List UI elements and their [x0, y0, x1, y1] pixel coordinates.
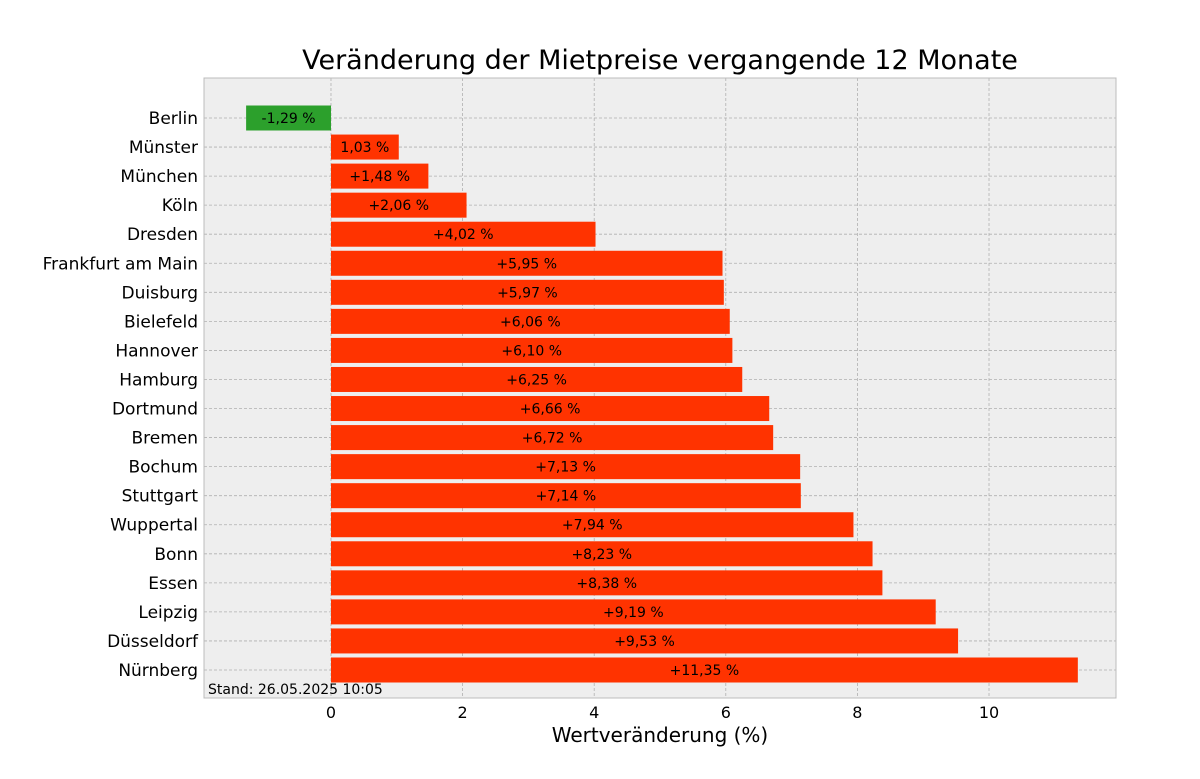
y-tick-labels: Berlin Münster München Köln Dresden Frankfurt…	[43, 109, 199, 681]
y-tick-label: Bonn	[154, 545, 198, 565]
data-label: +5,95 %	[496, 256, 557, 272]
y-tick-label: Leipzig	[138, 603, 198, 623]
bar	[330, 396, 770, 422]
data-label: +2,06 %	[368, 198, 429, 214]
bar	[330, 483, 801, 509]
y-tick-label: Bremen	[131, 429, 198, 449]
x-tick-label: 0	[326, 703, 336, 722]
data-label: +9,53 %	[614, 634, 675, 650]
bar	[330, 512, 854, 538]
bars	[246, 105, 1078, 683]
bar	[330, 279, 724, 305]
x-tick-labels: 0 2 4 6 8 10	[326, 703, 999, 722]
y-tick-label: Düsseldorf	[107, 632, 199, 652]
bar	[330, 337, 733, 363]
x-axis-label: Wertveränderung (%)	[552, 723, 769, 747]
y-tick-label: Münster	[129, 138, 198, 158]
data-label: +9,19 %	[603, 605, 664, 621]
data-label: -1,29 %	[262, 111, 316, 127]
data-label: +11,35 %	[670, 663, 740, 679]
plot-frame	[203, 77, 1117, 699]
bar	[246, 105, 331, 131]
data-label: 1,03 %	[340, 140, 389, 156]
data-labels: -1,29 % 1,03 % +1,48 % +2,06 %+4,02 %+5,95 …	[262, 111, 740, 679]
bar	[330, 308, 730, 334]
chart-title: Veränderung der Mietpreise vergangende 1…	[302, 45, 1018, 76]
bar	[330, 541, 873, 567]
y-tick-label: Hannover	[115, 341, 198, 361]
y-tick-label: Hamburg	[119, 370, 198, 390]
y-tick-label: Duisburg	[122, 283, 199, 303]
y-tick-label: Bielefeld	[124, 312, 198, 332]
data-label: +4,02 %	[433, 227, 494, 243]
y-tick-label: Nürnberg	[118, 661, 198, 681]
y-tick-label: Berlin	[149, 109, 198, 129]
footnote-timestamp: Stand: 26.05.2025 10:05	[208, 682, 383, 698]
y-tick-label: Bochum	[128, 458, 198, 478]
y-tick-label: Köln	[162, 196, 198, 216]
data-label: +8,38 %	[576, 576, 637, 592]
bar	[330, 570, 883, 596]
data-label: +7,14 %	[536, 489, 597, 505]
y-tick-label: Dortmund	[112, 400, 198, 420]
data-label: +8,23 %	[571, 547, 632, 563]
data-label: +6,06 %	[500, 314, 561, 330]
y-tick-label: München	[120, 167, 198, 187]
x-tick-label: 10	[979, 703, 999, 722]
x-tick-label: 2	[458, 703, 468, 722]
data-label: +7,94 %	[562, 518, 623, 534]
y-tick-label: Stuttgart	[122, 487, 199, 507]
data-label: +6,25 %	[506, 372, 567, 388]
bar	[330, 425, 774, 451]
bar	[330, 250, 723, 276]
data-label: +1,48 %	[349, 169, 410, 185]
data-label: +6,72 %	[522, 431, 583, 447]
data-label: +6,66 %	[520, 402, 581, 418]
bar	[330, 366, 743, 392]
bar	[330, 163, 429, 189]
bar	[330, 599, 936, 625]
y-tick-label: Frankfurt am Main	[43, 254, 198, 274]
x-tick-label: 6	[721, 703, 731, 722]
bar	[330, 454, 801, 480]
x-tick-label: 4	[589, 703, 599, 722]
bar	[330, 221, 596, 247]
bar	[330, 134, 399, 160]
y-tick-label: Wuppertal	[110, 516, 198, 536]
x-tick-label: 8	[852, 703, 862, 722]
y-tick-label: Dresden	[127, 225, 198, 245]
bar	[330, 657, 1078, 683]
data-label: +7,13 %	[535, 460, 596, 476]
bar	[330, 628, 959, 654]
data-label: +5,97 %	[497, 285, 558, 301]
bar	[330, 192, 467, 218]
data-label: +6,10 %	[501, 343, 562, 359]
y-tick-label: Essen	[148, 574, 198, 594]
